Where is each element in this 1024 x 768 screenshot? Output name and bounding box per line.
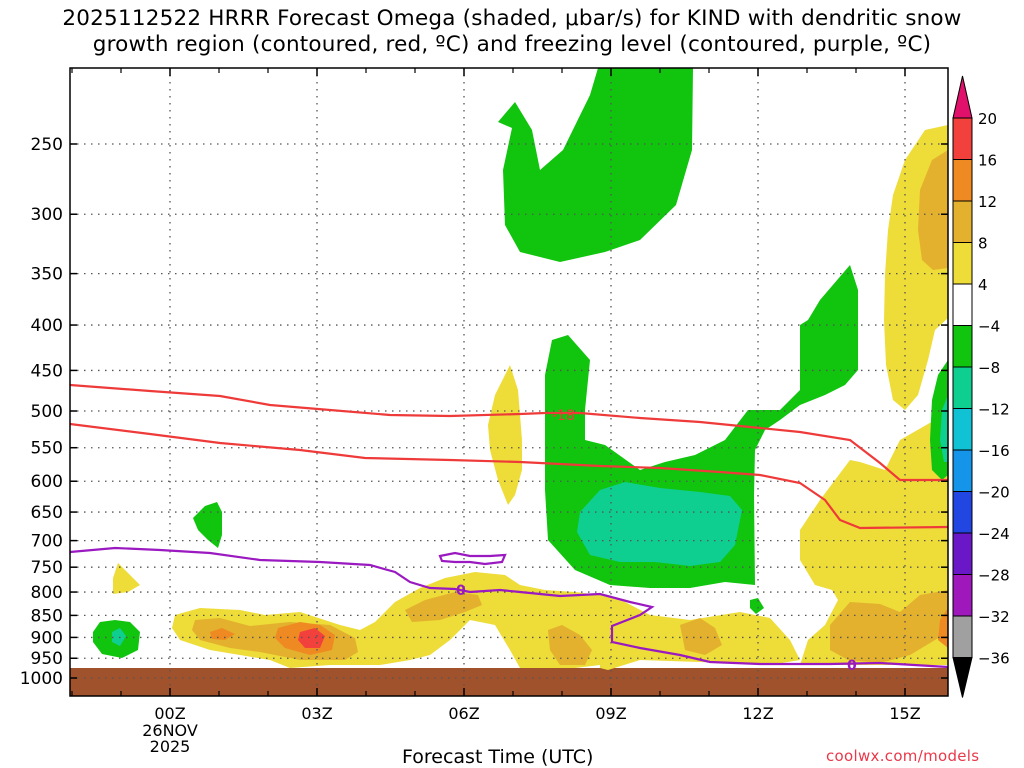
omega-region-green-left	[193, 502, 222, 548]
y-tick-label: 550	[31, 439, 63, 459]
colorbar-label: −8	[978, 359, 1000, 377]
chart-title: 2025112522 HRRR Forecast Omega (shaded, …	[0, 6, 1024, 58]
omega-region-green-dot	[750, 598, 764, 614]
y-tick-label: 350	[31, 265, 63, 285]
colorbar-swatch	[952, 366, 973, 409]
y-tick-label: 900	[31, 628, 63, 648]
dendritic-contour-lower	[70, 422, 948, 530]
colorbar-swatch	[952, 491, 973, 534]
y-tick-label: 1000	[20, 669, 63, 689]
colorbar-swatch	[952, 449, 973, 492]
colorbar-label: −32	[978, 608, 1010, 626]
x-date-label: 2025	[150, 737, 191, 756]
site-credit: coolwx.com/models	[826, 747, 980, 765]
x-tick-label: 03Z	[301, 704, 332, 723]
omega-region-orange-lower-mid	[548, 625, 592, 665]
omega-region-orange-low-right	[830, 590, 948, 663]
y-tick-label: 800	[31, 583, 63, 603]
y-tick-label: 450	[31, 361, 63, 381]
y-tick-label: 600	[31, 472, 63, 492]
y-tick-label: 850	[31, 606, 63, 626]
dendritic-contour-upper	[70, 383, 948, 482]
omega-region-deepred	[298, 628, 325, 648]
contour-label-zero-2: 0	[847, 658, 857, 674]
x-tick-label: 00Z	[154, 704, 185, 723]
colorbar-label: 12	[978, 193, 997, 211]
x-tick-label: 12Z	[742, 704, 773, 723]
x-date-label: 26NOV	[142, 721, 198, 740]
freezing-level-closed-contour	[438, 551, 507, 566]
omega-region-teal-middle	[577, 482, 742, 566]
contour-label-zero-1: 0	[456, 583, 466, 599]
colorbar-swatch	[952, 532, 973, 575]
y-tick-label: 650	[31, 503, 63, 523]
y-tick-label: 400	[31, 316, 63, 336]
y-tick-label: 250	[31, 135, 63, 155]
y-tick-label: 500	[31, 402, 63, 422]
omega-region-yellow-low	[172, 572, 800, 670]
colorbar-bottom-arrow	[952, 657, 973, 698]
freezing-level-contour	[70, 546, 948, 669]
omega-region-green-upper	[498, 68, 693, 262]
omega-shading	[70, 68, 948, 696]
colorbar-label: 4	[978, 276, 988, 294]
omega-region-yellow-lobe	[488, 365, 522, 505]
y-tick-label: 300	[31, 205, 63, 225]
colorbar-label: −20	[978, 484, 1010, 502]
omega-region-orange-lower-right	[680, 618, 722, 655]
omega-region-yellow-small-left	[113, 563, 140, 594]
title-line-1: 2025112522 HRRR Forecast Omega (shaded, …	[62, 6, 962, 31]
colorbar-label: −12	[978, 401, 1010, 419]
y-axis: 2503003504004505005506006507007508008509…	[20, 135, 948, 689]
colorbar-label: −24	[978, 525, 1010, 543]
contour-labels: -18 0 0	[456, 408, 857, 674]
contour-lines	[70, 383, 948, 669]
colorbar-label: 20	[978, 110, 997, 128]
colorbar: 20 16 12 8 4 −4 −8 −12 −16 −20 −24 −28 −32 −36	[952, 75, 1010, 698]
x-tick-label: 06Z	[448, 704, 479, 723]
omega-region-red-left	[210, 628, 235, 640]
colorbar-swatch	[952, 159, 973, 202]
colorbar-swatch	[952, 408, 973, 451]
colorbar-swatch	[952, 574, 973, 617]
colorbar-swatch	[952, 242, 973, 285]
colorbar-label: −28	[978, 567, 1010, 585]
x-tick-label: 15Z	[889, 704, 920, 723]
omega-region-orange-right	[918, 150, 948, 270]
colorbar-top-arrow	[952, 75, 973, 119]
colorbar-label: −16	[978, 442, 1010, 460]
plot-frame	[69, 67, 949, 697]
y-tick-label: 750	[31, 558, 63, 578]
colorbar-label: 8	[978, 235, 988, 253]
contour-label-minus18: -18	[552, 408, 575, 424]
colorbar-swatch	[952, 615, 973, 658]
title-line-2: growth region (contoured, red, ºC) and f…	[92, 32, 932, 57]
x-tick-label: 09Z	[595, 704, 626, 723]
colorbar-label: 16	[978, 152, 997, 170]
colorbar-swatch	[952, 200, 973, 243]
y-tick-label: 700	[31, 532, 63, 552]
colorbar-swatch	[952, 283, 973, 326]
ground-layer	[70, 668, 948, 696]
colorbar-label: −36	[978, 650, 1010, 668]
omega-region-yellow-low-right	[800, 410, 948, 665]
colorbar-label: −4	[978, 318, 1000, 336]
x-axis-title: Forecast Time (UTC)	[402, 746, 594, 768]
y-tick-label: 950	[31, 649, 63, 669]
colorbar-swatch	[952, 325, 973, 368]
omega-region-orange-mid	[405, 592, 482, 622]
colorbar-swatch	[952, 117, 973, 160]
